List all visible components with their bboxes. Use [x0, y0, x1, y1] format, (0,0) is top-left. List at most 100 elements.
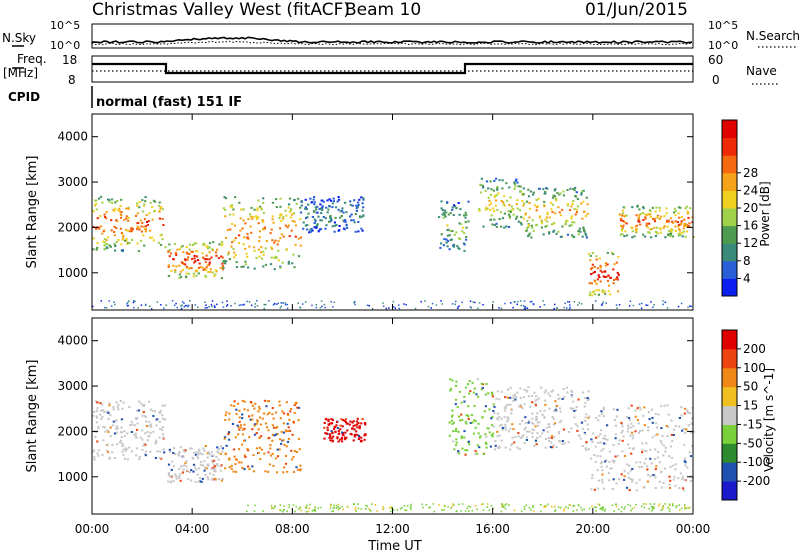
velocity-cell [169, 450, 172, 453]
velocity-cell [490, 424, 494, 427]
velocity-cell [108, 402, 111, 405]
power-cell [131, 228, 134, 231]
power-cell [238, 304, 241, 307]
velocity-cell [334, 430, 337, 433]
power-cell [126, 303, 128, 305]
power-cell [542, 233, 545, 236]
power-cell [351, 204, 354, 207]
power-cell [680, 216, 683, 218]
velocity-cell [190, 447, 193, 450]
velocity-cell [585, 441, 588, 443]
power-cell [517, 185, 520, 188]
power-cell [522, 193, 525, 196]
power-cell [259, 205, 262, 208]
velocity-cell [337, 508, 340, 511]
power-cell [503, 204, 506, 207]
velocity-cell [281, 410, 284, 413]
power-cell [658, 218, 661, 220]
velocity-cell [130, 420, 133, 423]
velocity-cell [473, 387, 476, 390]
velocity-cell [675, 506, 677, 509]
power-cell [300, 204, 303, 207]
power-cell [450, 238, 453, 241]
velocity-cell [357, 507, 360, 510]
velocity-cell [358, 427, 361, 430]
power-cell [535, 199, 538, 201]
velocity-cell [556, 404, 559, 407]
power-cell [642, 219, 645, 221]
power-cell [186, 304, 188, 307]
velocity-cell [486, 506, 489, 508]
velocity-cell [190, 479, 193, 482]
x-tick-label: 04:00 [175, 522, 210, 536]
velocity-cell [683, 457, 687, 460]
power-cell [573, 236, 576, 239]
velocity-cell [447, 505, 449, 508]
power-cell [354, 303, 356, 306]
power-cell [263, 226, 266, 229]
velocity-cell [153, 410, 157, 413]
velocity-cell [330, 430, 333, 433]
velocity-cell [481, 416, 484, 419]
velocity-cell [352, 424, 355, 427]
power-cell [108, 199, 111, 202]
velocity-cell [497, 447, 500, 449]
velocity-cell [161, 426, 165, 429]
velocity-cell [332, 510, 335, 512]
velocity-cell [428, 506, 430, 509]
velocity-cell [258, 408, 261, 411]
velocity-cell [217, 458, 220, 461]
velocity-cell [524, 426, 527, 429]
velocity-cell [360, 436, 363, 439]
velocity-cell [206, 452, 209, 455]
velocity-cell [106, 429, 109, 432]
velocity-cell [286, 422, 289, 425]
power-cell [285, 214, 288, 217]
velocity-cell [558, 397, 561, 400]
power-cell [230, 305, 232, 307]
power-cell [277, 249, 280, 252]
velocity-cell [669, 465, 672, 468]
velocity-cell [463, 395, 466, 398]
velocity-cell [666, 435, 669, 437]
power-cell [503, 195, 506, 198]
velocity-cell [590, 488, 593, 491]
velocity-cell [467, 414, 470, 417]
noise-right-tick-top: 10^5 [708, 19, 738, 32]
velocity-cell [486, 503, 489, 505]
power-cell [644, 235, 647, 238]
power-cell [278, 217, 281, 220]
power-cell [306, 216, 309, 219]
velocity-cell [491, 393, 494, 396]
power-cell [459, 208, 462, 211]
power-cell [156, 301, 159, 303]
velocity-cell [108, 456, 111, 459]
power-cell [173, 243, 177, 246]
velocity-cell [659, 440, 662, 442]
velocity-cell [553, 410, 556, 412]
power-cell [587, 252, 590, 255]
freq-right-label: Nave [746, 64, 777, 78]
velocity-cell [529, 405, 532, 408]
velocity-cell [223, 437, 226, 440]
velocity-cell [510, 444, 513, 447]
power-cell [526, 227, 529, 230]
power-cell [218, 243, 221, 246]
velocity-cell [238, 420, 241, 423]
power-cell [662, 300, 664, 302]
velocity-cell [497, 445, 501, 448]
power-cell [312, 198, 315, 201]
power-cell [362, 198, 365, 201]
power-cell [134, 300, 136, 303]
velocity-cell [511, 423, 514, 426]
power-cell [322, 216, 325, 218]
velocity-cell [294, 403, 297, 405]
velocity-cell [543, 506, 545, 508]
power-cell [500, 307, 503, 310]
power-cell [260, 257, 264, 260]
power-cell [590, 294, 593, 297]
velocity-cell [629, 478, 632, 480]
velocity-cell [211, 477, 214, 480]
power-cell [293, 220, 296, 223]
velocity-cell [241, 466, 244, 469]
